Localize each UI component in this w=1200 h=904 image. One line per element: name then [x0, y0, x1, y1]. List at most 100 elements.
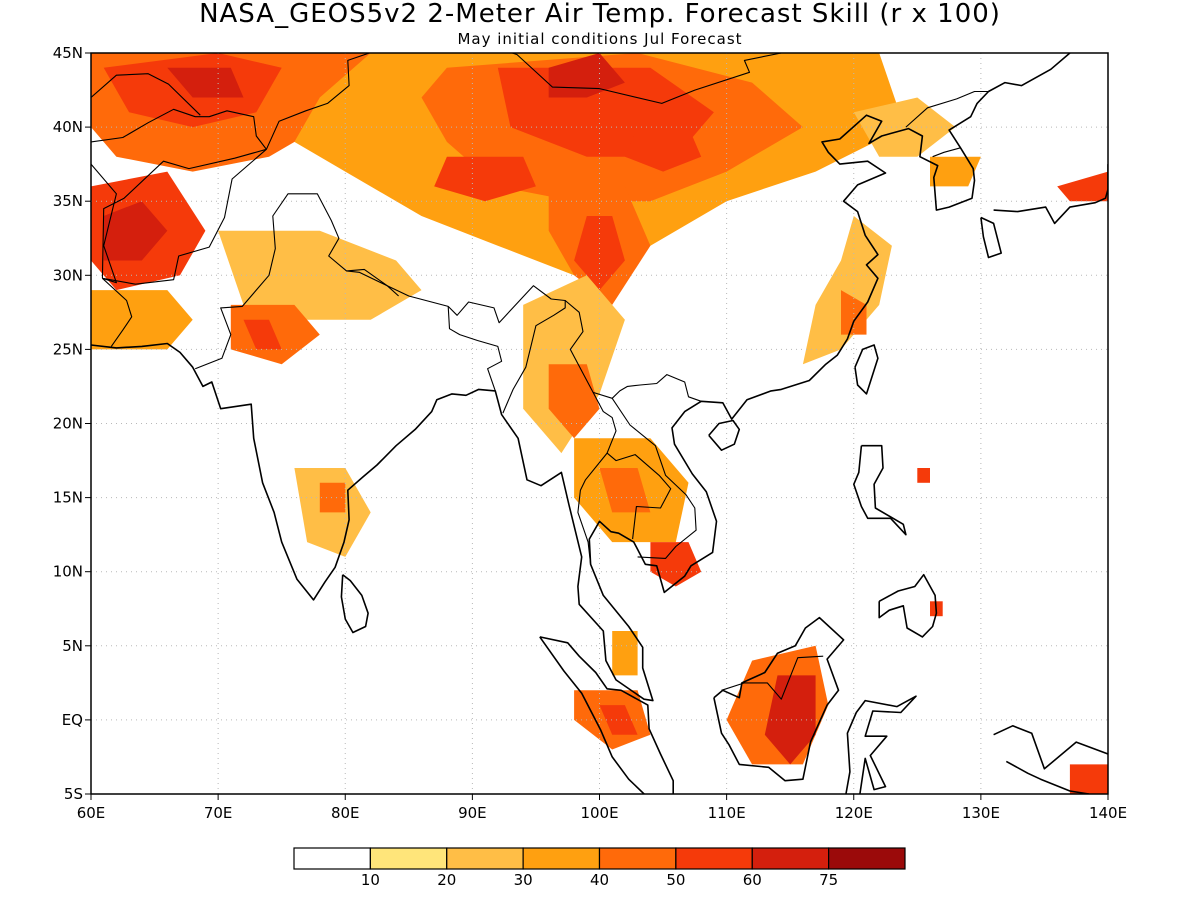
skill-region [599, 705, 638, 735]
coastline [708, 419, 741, 452]
colorbar-label: 30 [514, 871, 533, 889]
country-border [611, 397, 697, 559]
skill-region [294, 468, 371, 557]
skill-region [319, 482, 346, 513]
lat-tick-label: 15N [53, 489, 83, 507]
colorbar-swatch [369, 847, 448, 870]
colorbar-swatch [446, 847, 524, 870]
skill-region [1057, 171, 1108, 202]
lat-tick-label: 25N [53, 340, 83, 358]
country-border [346, 268, 399, 297]
lat-tick-label: 5S [64, 785, 83, 803]
chart-subtitle: May initial conditions Jul Forecast [457, 30, 742, 48]
lat-tick-label: EQ [62, 711, 83, 729]
colorbar-label: 60 [743, 871, 762, 889]
colorbar-swatch [675, 847, 753, 870]
lat-tick-label: 30N [53, 266, 83, 284]
skill-region [853, 97, 956, 157]
country-border [102, 277, 133, 347]
lon-tick-label: 60E [77, 804, 106, 822]
lon-tick-label: 80E [331, 804, 360, 822]
colorbar-label: 75 [819, 871, 838, 889]
colorbar-swatch [293, 847, 371, 870]
skill-region [764, 675, 816, 765]
colorbar-swatch [522, 847, 601, 870]
colorbar-label: 10 [361, 871, 380, 889]
coastline [993, 164, 1108, 225]
skill-region [917, 468, 930, 483]
skill-region [434, 156, 536, 202]
country-border [1107, 754, 1108, 755]
country-border [438, 53, 782, 104]
chart-title: NASA_GEOS5v2 2-Meter Air Temp. Forecast … [199, 0, 1001, 29]
skill-region [548, 364, 600, 439]
coastline [845, 695, 917, 794]
country-border [101, 148, 267, 285]
skill-region [599, 468, 651, 513]
lat-tick-label: 10N [53, 563, 83, 581]
country-border [577, 392, 617, 565]
skill-region [548, 53, 625, 98]
lon-tick-label: 130E [962, 804, 1000, 822]
colorbar-label: 20 [437, 871, 456, 889]
coastline [993, 724, 1108, 770]
coastline [340, 574, 369, 634]
colorbar-swatch [751, 847, 830, 870]
skill-region [1069, 764, 1108, 794]
country-border [932, 147, 961, 158]
coastlines [91, 53, 1108, 794]
skill-region [841, 290, 867, 335]
country-border [564, 300, 702, 402]
lon-tick-label: 110E [708, 804, 746, 822]
skill-region [218, 230, 422, 320]
lat-tick-label: 40N [53, 118, 83, 136]
colorbar-label: 40 [590, 871, 609, 889]
skill-region [612, 631, 638, 676]
coastline [852, 444, 907, 536]
lon-tick-label: 140E [1089, 804, 1127, 822]
country-border [91, 108, 267, 150]
country-border [606, 452, 672, 540]
skill-shading [91, 53, 1108, 794]
coastline [713, 616, 845, 782]
country-borders [91, 53, 1108, 755]
skill-region [91, 290, 193, 350]
skill-region [802, 216, 892, 365]
country-border [905, 90, 989, 128]
colorbar: 10 20 30 40 50 60 75 [293, 847, 906, 889]
skill-region [650, 542, 702, 587]
country-border [265, 53, 370, 150]
colorbar-swatch [598, 847, 677, 870]
skill-region [930, 156, 981, 187]
country-border [447, 306, 503, 392]
skill-region [167, 67, 244, 98]
skill-region [243, 319, 282, 350]
coastline [980, 216, 1003, 259]
lat-tick-label: 35N [53, 192, 83, 210]
skill-region [624, 127, 702, 172]
lon-tick-label: 120E [835, 804, 873, 822]
country-border [91, 73, 201, 116]
graticule [91, 53, 1108, 794]
coastline [91, 53, 1071, 702]
lat-tick-label: 5N [62, 637, 83, 655]
lat-tick-label: 20N [53, 415, 83, 433]
lon-tick-label: 90E [458, 804, 487, 822]
colorbar-swatch [828, 847, 906, 870]
skill-region [103, 201, 168, 261]
lat-tick-label: 45N [53, 44, 83, 62]
coastline [539, 636, 675, 794]
coastline [1005, 760, 1090, 794]
coastline [854, 344, 879, 395]
colorbar-label: 50 [666, 871, 685, 889]
country-border [91, 163, 117, 284]
coastline [878, 573, 938, 638]
country-border [721, 655, 824, 700]
country-border [195, 193, 566, 414]
lon-tick-label: 100E [580, 804, 618, 822]
longitude-axis: 60E 70E 80E 90E 100E 110E 120E 130E 140E [77, 794, 1127, 822]
latitude-axis: 45N 40N 35N 30N 25N 20N 15N 10N 5N EQ 5S [53, 44, 91, 803]
lon-tick-label: 70E [204, 804, 233, 822]
